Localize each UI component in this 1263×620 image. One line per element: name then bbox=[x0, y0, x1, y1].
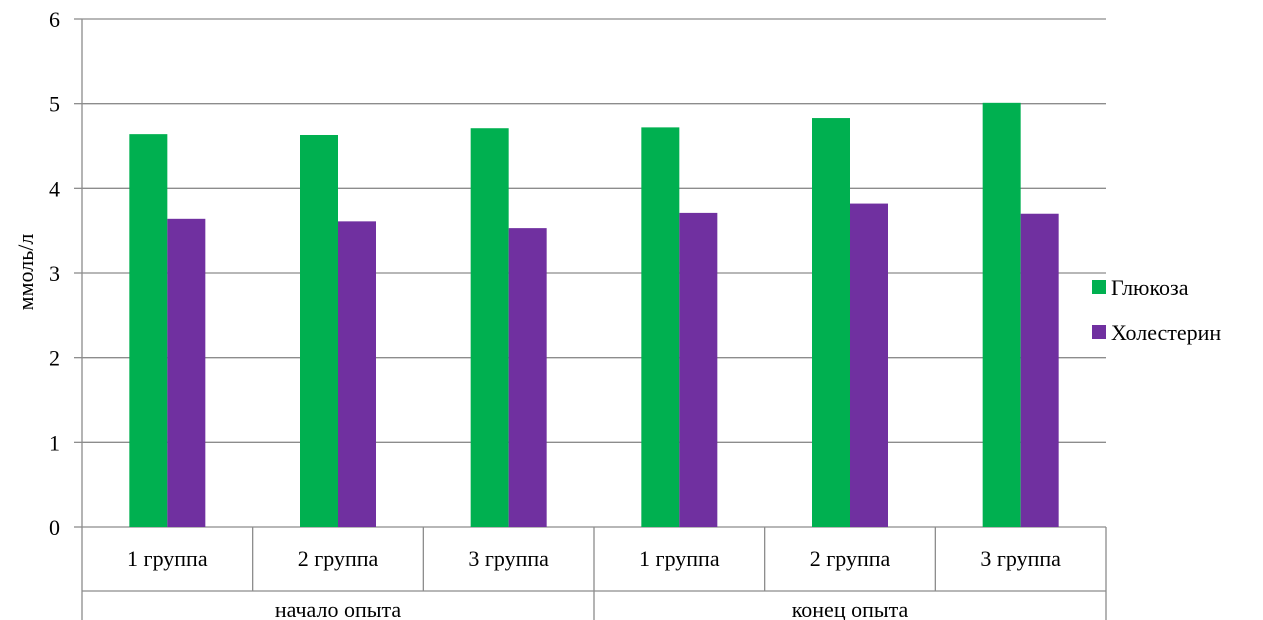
legend-label-cholesterol: Холестерин bbox=[1111, 320, 1221, 345]
x-category-label-1: 1 группа bbox=[127, 546, 208, 571]
y-tick-label-4: 4 bbox=[49, 176, 60, 201]
legend: Глюкоза Холестерин bbox=[1092, 275, 1221, 345]
bar-glucose-6 bbox=[982, 102, 1021, 527]
y-tick-label-6: 6 bbox=[49, 7, 60, 32]
x-group-label-2: конец опыта bbox=[792, 597, 909, 620]
bar-cholesterol-1 bbox=[167, 218, 206, 527]
x-category-label-4: 1 группа bbox=[639, 546, 720, 571]
legend-label-glucose: Глюкоза bbox=[1111, 275, 1189, 300]
bar-glucose-3 bbox=[470, 128, 509, 527]
bar-glucose-2 bbox=[300, 134, 338, 527]
y-tick-label-1: 1 bbox=[49, 430, 60, 455]
legend-swatch-glucose bbox=[1092, 280, 1106, 294]
x-category-label-2: 2 группа bbox=[298, 546, 379, 571]
bar-cholesterol-5 bbox=[850, 203, 888, 527]
y-tick-label-2: 2 bbox=[49, 346, 60, 371]
bar-cholesterol-2 bbox=[338, 221, 376, 527]
bars bbox=[129, 102, 1059, 528]
axes bbox=[74, 18, 1107, 620]
bar-glucose-1 bbox=[129, 134, 168, 527]
bar-cholesterol-4 bbox=[679, 212, 718, 528]
x-category-label-5: 2 группа bbox=[810, 546, 891, 571]
bar-cholesterol-3 bbox=[508, 228, 547, 528]
bar-glucose-5 bbox=[812, 118, 850, 527]
y-tick-label-5: 5 bbox=[49, 92, 60, 117]
y-tick-label-3: 3 bbox=[49, 261, 60, 286]
legend-swatch-cholesterol bbox=[1092, 325, 1106, 339]
x-category-label-6: 3 группа bbox=[980, 546, 1061, 571]
bar-glucose-4 bbox=[641, 127, 680, 527]
y-axis-title: ммоль/л bbox=[13, 234, 38, 311]
x-group-label-1: начало опыта bbox=[275, 597, 402, 620]
axis-labels: 0 1 2 3 4 5 6 1 группа 2 группа 3 группа 1 группа 2… bbox=[49, 7, 1061, 620]
bar-cholesterol-6 bbox=[1020, 213, 1059, 527]
y-tick-label-0: 0 bbox=[49, 515, 60, 540]
x-category-label-3: 3 группа bbox=[468, 546, 549, 571]
gridlines bbox=[82, 18, 1106, 443]
